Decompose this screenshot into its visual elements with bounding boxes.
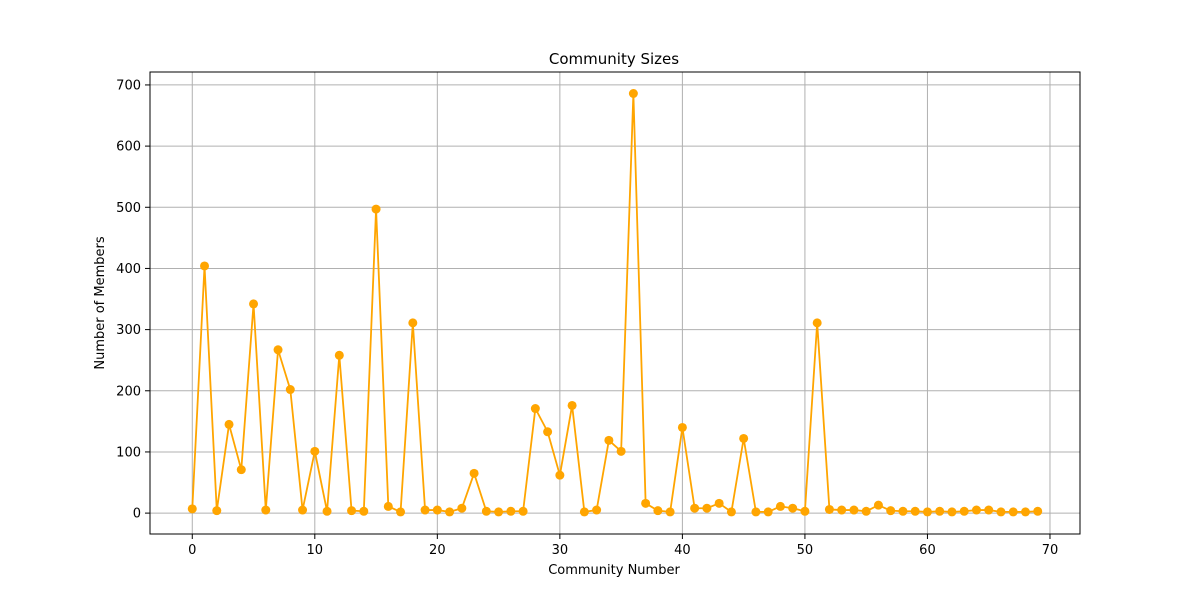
- data-point: [1033, 506, 1043, 516]
- data-point: [298, 505, 308, 515]
- data-point: [690, 503, 700, 513]
- x-tick-label: 0: [188, 543, 196, 558]
- data-point: [714, 498, 724, 508]
- y-tick-label: 700: [116, 78, 141, 93]
- data-point: [481, 506, 491, 516]
- data-point: [592, 505, 602, 515]
- x-tick-label: 60: [919, 543, 936, 558]
- data-point: [261, 505, 271, 515]
- data-point: [1008, 507, 1018, 517]
- series-layer: [187, 89, 1043, 517]
- data-point: [971, 505, 981, 515]
- data-point: [334, 350, 344, 360]
- data-point: [383, 501, 393, 511]
- data-point: [873, 500, 883, 510]
- data-point: [788, 503, 798, 513]
- data-point: [310, 446, 320, 456]
- data-point: [984, 505, 994, 515]
- x-tick-label: 70: [1042, 543, 1059, 558]
- data-point: [935, 506, 945, 516]
- y-tick-label: 200: [116, 384, 141, 399]
- data-point: [445, 507, 455, 517]
- data-point: [371, 204, 381, 214]
- data-point: [200, 261, 210, 271]
- data-point: [224, 419, 234, 429]
- data-point: [886, 506, 896, 516]
- data-point: [641, 498, 651, 508]
- data-point: [702, 503, 712, 513]
- x-tick-label: 50: [797, 543, 814, 558]
- data-point: [653, 506, 663, 516]
- y-tick-label: 0: [133, 507, 141, 522]
- data-point: [726, 507, 736, 517]
- data-point: [396, 507, 406, 517]
- data-point: [567, 400, 577, 410]
- data-point: [616, 446, 626, 456]
- axes-frame: [149, 71, 1081, 535]
- data-point: [469, 468, 479, 478]
- data-point: [543, 427, 553, 437]
- data-point: [187, 504, 197, 514]
- data-point: [506, 506, 516, 516]
- data-point: [922, 507, 932, 517]
- x-axis-label: Community Number: [548, 563, 680, 578]
- data-point: [763, 507, 773, 517]
- data-point: [604, 435, 614, 445]
- y-tick-label: 300: [116, 323, 141, 338]
- data-point: [849, 505, 859, 515]
- data-point: [812, 318, 822, 328]
- y-axis-label: Number of Members: [93, 236, 108, 369]
- plot-frame: [149, 71, 1081, 535]
- x-tick-label: 30: [552, 543, 569, 558]
- data-point: [359, 506, 369, 516]
- data-point: [347, 506, 357, 516]
- data-point: [236, 465, 246, 475]
- data-point: [212, 506, 222, 516]
- data-point: [959, 506, 969, 516]
- data-point: [420, 505, 430, 515]
- y-tick-label: 500: [116, 201, 141, 216]
- data-point: [273, 345, 283, 355]
- data-point: [837, 505, 847, 515]
- data-point: [579, 507, 589, 517]
- data-point: [996, 507, 1006, 517]
- x-tick-label: 10: [307, 543, 324, 558]
- y-tick-label: 600: [116, 140, 141, 155]
- data-point: [530, 404, 540, 414]
- data-point: [628, 89, 638, 99]
- data-point: [285, 385, 295, 395]
- data-point: [739, 433, 749, 443]
- data-point: [322, 506, 332, 516]
- x-tick-label: 20: [429, 543, 446, 558]
- data-point: [249, 299, 259, 309]
- chart-title: Community Sizes: [549, 50, 679, 68]
- data-point: [861, 506, 871, 516]
- data-point: [824, 504, 834, 514]
- y-tick-label: 100: [116, 445, 141, 460]
- data-point: [898, 506, 908, 516]
- data-point: [751, 507, 761, 517]
- data-point: [432, 505, 442, 515]
- data-point: [800, 506, 810, 516]
- data-point: [677, 422, 687, 432]
- x-tick-label: 40: [674, 543, 691, 558]
- data-point: [555, 470, 565, 480]
- data-point: [910, 506, 920, 516]
- series-line: [191, 92, 1038, 513]
- data-point: [457, 503, 467, 513]
- y-tick-label: 400: [116, 262, 141, 277]
- data-point: [408, 318, 418, 328]
- data-point: [518, 506, 528, 516]
- data-point: [775, 501, 785, 511]
- data-point: [947, 507, 957, 517]
- data-point: [665, 507, 675, 517]
- data-point: [494, 507, 504, 517]
- data-point: [1020, 507, 1030, 517]
